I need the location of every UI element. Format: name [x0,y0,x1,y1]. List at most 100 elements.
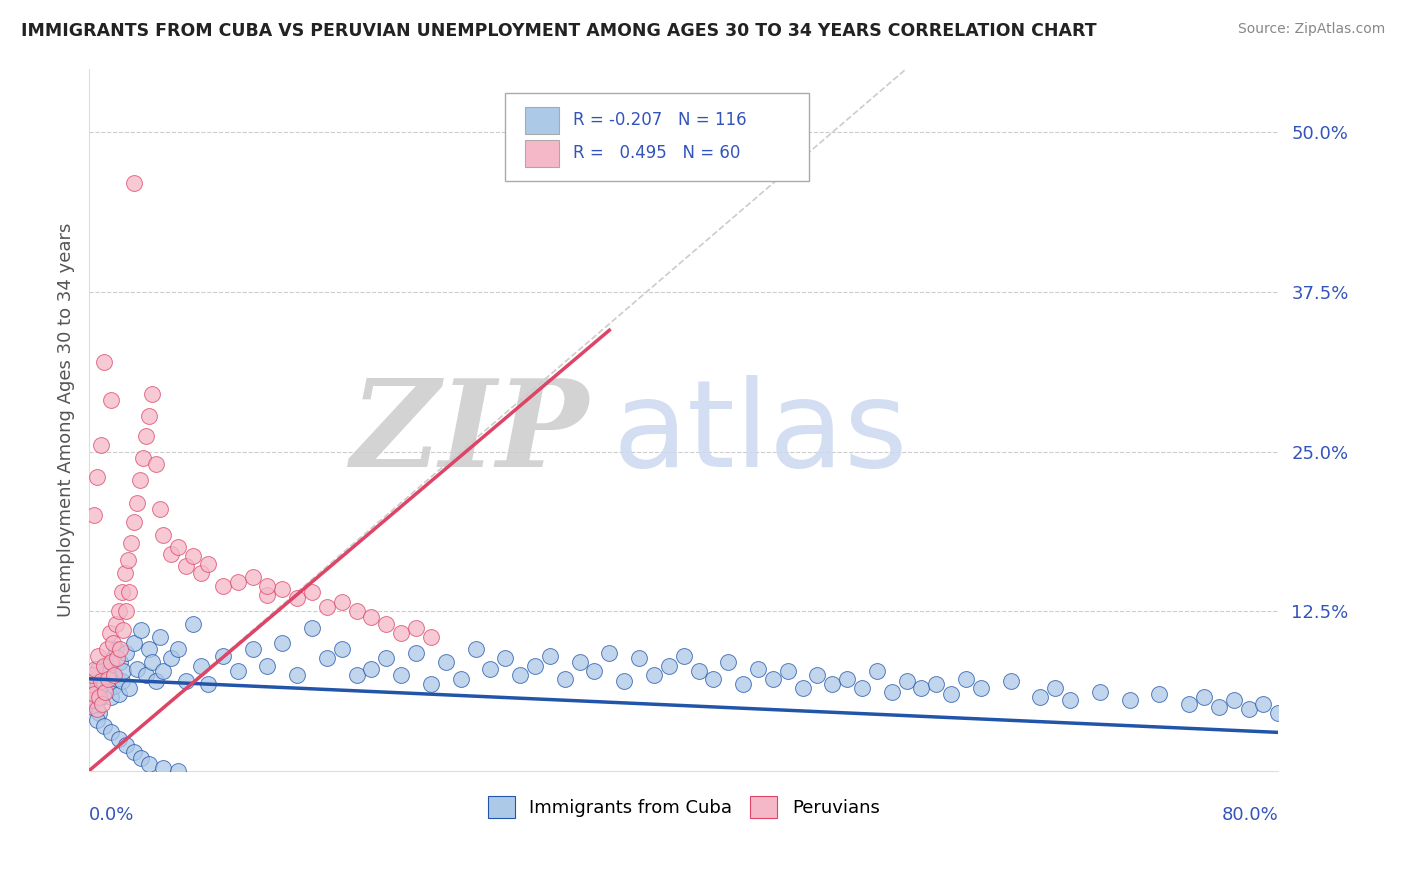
Point [125,495,148,509]
Point [103,668,125,682]
Point [83,508,105,523]
Point [174,674,197,689]
Point [117,553,139,567]
Point [118,585,141,599]
Point [1045,681,1067,695]
Point [1118,693,1140,707]
Point [658,659,681,673]
Point [110,655,132,669]
Point [122,636,145,650]
Point [84,662,107,676]
Bar [526,140,558,167]
Point [190,566,212,580]
Point [100,690,122,704]
Point [330,642,353,657]
Point [733,677,755,691]
Point [494,651,516,665]
Point [242,642,264,657]
Point [167,642,190,657]
Point [104,642,127,657]
Point [141,655,163,669]
Point [93,659,115,673]
Text: ZIP: ZIP [350,375,589,493]
Point [330,595,353,609]
Point [100,725,122,739]
Point [115,738,138,752]
Point [103,680,125,694]
Point [101,651,124,665]
Point [83,674,105,689]
Point [105,651,128,665]
Point [479,662,502,676]
Point [135,668,157,682]
Point [145,458,167,472]
Point [141,387,163,401]
Point [93,719,115,733]
Point [83,687,105,701]
Point [111,585,134,599]
Point [762,672,785,686]
Text: 0.0%: 0.0% [89,805,135,824]
Point [925,677,948,691]
Point [94,668,117,682]
Point [174,559,197,574]
Point [271,582,294,597]
Point [112,664,135,678]
Point [115,646,138,660]
Point [434,655,457,669]
Point [702,672,724,686]
Point [89,706,111,721]
Point [115,604,138,618]
Point [114,566,136,580]
Point [98,664,121,678]
Point [77,681,100,695]
Point [1000,674,1022,689]
Point [96,659,118,673]
Point [538,648,561,663]
Point [79,693,101,707]
Point [256,587,278,601]
Point [120,536,142,550]
Point [1222,693,1244,707]
Point [851,681,873,695]
Point [91,672,114,686]
Point [135,429,157,443]
Point [747,662,769,676]
Point [271,636,294,650]
Point [285,668,308,682]
Point [97,672,120,686]
Text: atlas: atlas [612,376,908,492]
Point [896,674,918,689]
Point [197,557,219,571]
Point [96,642,118,657]
Point [1208,699,1230,714]
Point [346,668,368,682]
Point [145,674,167,689]
Legend: Immigrants from Cuba, Peruvians: Immigrants from Cuba, Peruvians [481,789,887,825]
Point [167,541,190,555]
Point [138,757,160,772]
Point [129,751,152,765]
Point [717,655,740,669]
Point [389,625,412,640]
Point [118,681,141,695]
Point [866,664,889,678]
Point [405,621,427,635]
Point [360,662,382,676]
Point [138,642,160,657]
Point [86,470,108,484]
Point [101,636,124,650]
Point [128,473,150,487]
Point [86,713,108,727]
Point [93,355,115,369]
Point [125,662,148,676]
Point [1178,698,1201,712]
Point [190,659,212,673]
Point [420,677,443,691]
Point [90,438,112,452]
Point [464,642,486,657]
Point [837,672,859,686]
Point [405,646,427,660]
Point [84,693,107,707]
Text: R = -0.207   N = 116: R = -0.207 N = 116 [574,112,747,129]
